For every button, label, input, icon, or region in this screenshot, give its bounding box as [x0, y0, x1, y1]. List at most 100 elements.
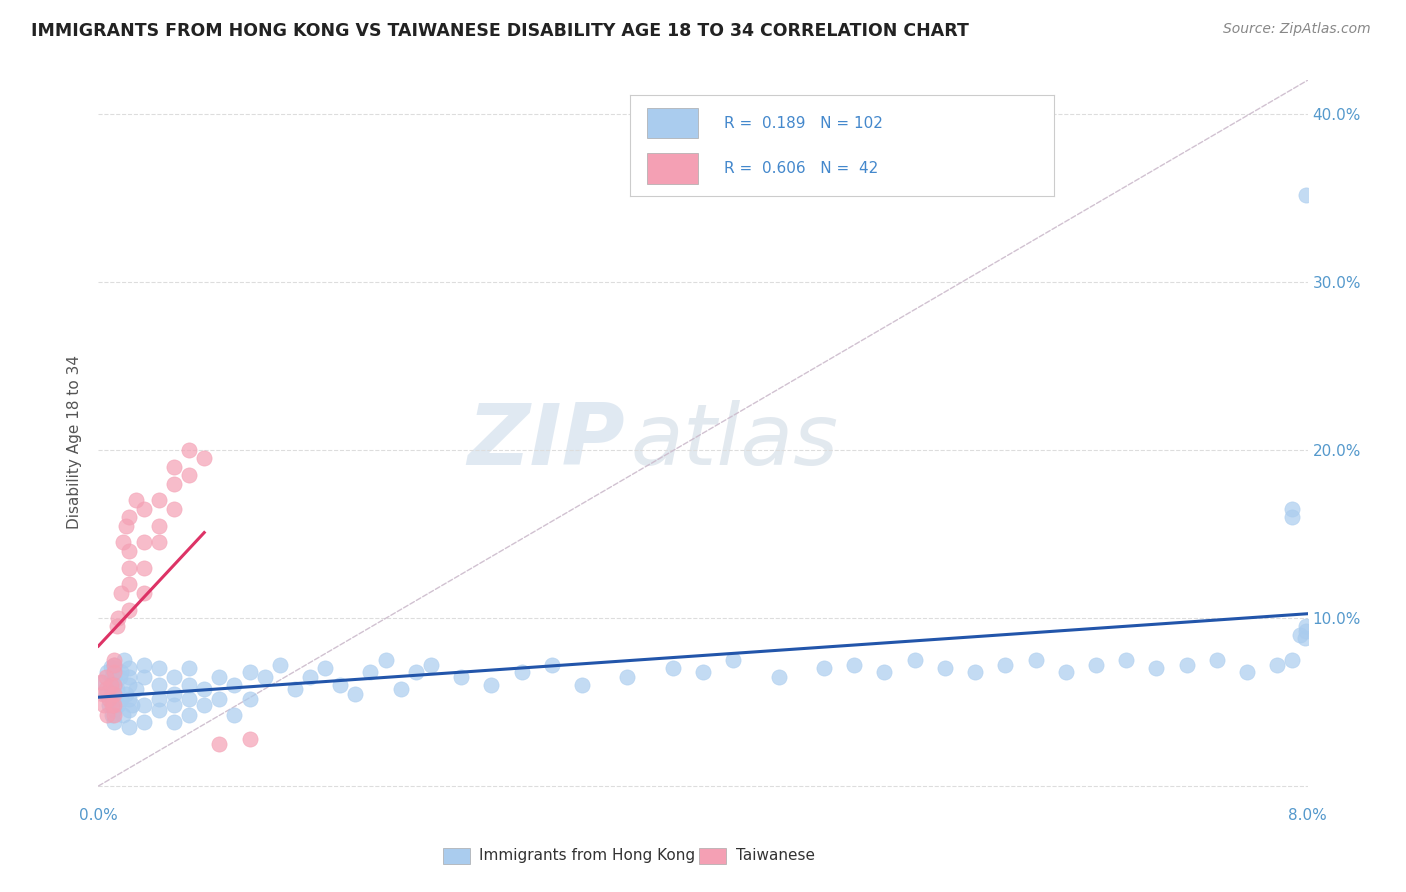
Point [239, 691, 262, 706]
Point [873, 665, 896, 679]
Point [374, 653, 396, 667]
Point [132, 670, 155, 684]
Point [148, 703, 170, 717]
Point [118, 543, 141, 558]
Point [253, 670, 276, 684]
Y-axis label: Disability Age 18 to 34: Disability Age 18 to 34 [67, 354, 83, 529]
Text: ZIP: ZIP [467, 400, 624, 483]
Point [1085, 658, 1108, 673]
Point [103, 687, 125, 701]
Point [1281, 653, 1303, 667]
Point [904, 653, 927, 667]
Point [179, 691, 201, 706]
Point [148, 518, 170, 533]
Point [1054, 665, 1077, 679]
Point [100, 681, 122, 696]
Point [813, 661, 835, 675]
Point [103, 708, 125, 723]
Point [208, 670, 231, 684]
Point [108, 670, 131, 684]
Point [100, 659, 122, 673]
Point [179, 468, 201, 483]
Point [239, 731, 262, 746]
Point [193, 451, 215, 466]
Point [571, 678, 593, 692]
Point [148, 661, 170, 675]
Point [148, 535, 170, 549]
Point [1295, 619, 1317, 633]
Point [360, 665, 382, 679]
Point [132, 560, 155, 574]
Point [103, 678, 125, 692]
Point [132, 715, 155, 730]
Point [103, 661, 125, 675]
Text: Source: ZipAtlas.com: Source: ZipAtlas.com [1223, 22, 1371, 37]
Point [208, 737, 231, 751]
Point [121, 698, 143, 713]
FancyBboxPatch shape [699, 848, 725, 864]
Point [103, 698, 125, 713]
Point [193, 698, 215, 713]
Point [96, 665, 118, 679]
Point [132, 535, 155, 549]
Point [934, 661, 956, 675]
Point [103, 658, 125, 673]
Point [179, 442, 201, 457]
Point [118, 602, 141, 616]
Point [101, 708, 124, 723]
Point [1236, 665, 1258, 679]
Point [661, 661, 683, 675]
Point [110, 586, 132, 600]
Point [224, 708, 246, 723]
Point [148, 493, 170, 508]
Point [103, 687, 125, 701]
Point [540, 658, 562, 673]
Point [103, 715, 125, 730]
Point [114, 687, 136, 701]
Point [179, 678, 201, 692]
Point [105, 619, 128, 633]
Point [118, 703, 141, 717]
Point [163, 715, 186, 730]
Point [91, 687, 114, 701]
Point [1295, 624, 1317, 639]
Point [965, 665, 987, 679]
Point [329, 678, 352, 692]
Text: Immigrants from Hong Kong: Immigrants from Hong Kong [479, 848, 696, 863]
Point [94, 670, 117, 684]
Point [90, 674, 112, 689]
Point [118, 510, 141, 524]
Point [163, 687, 186, 701]
Point [110, 691, 132, 706]
Point [163, 476, 186, 491]
Point [103, 691, 125, 706]
Text: atlas: atlas [630, 400, 838, 483]
Point [111, 708, 134, 723]
Point [110, 665, 132, 679]
Point [118, 577, 141, 591]
Point [107, 611, 129, 625]
Point [1206, 653, 1229, 667]
Point [112, 653, 135, 667]
Point [179, 708, 201, 723]
Point [844, 658, 866, 673]
Point [118, 691, 141, 706]
Point [93, 698, 115, 713]
Point [98, 691, 121, 706]
Point [132, 658, 155, 673]
Point [103, 673, 125, 687]
Point [284, 681, 307, 696]
Point [100, 678, 122, 692]
Point [148, 691, 170, 706]
Point [420, 658, 443, 673]
Point [125, 493, 148, 508]
Point [98, 698, 121, 713]
Point [103, 658, 125, 673]
Point [1146, 661, 1168, 675]
Point [103, 653, 125, 667]
Text: IMMIGRANTS FROM HONG KONG VS TAIWANESE DISABILITY AGE 18 TO 34 CORRELATION CHART: IMMIGRANTS FROM HONG KONG VS TAIWANESE D… [31, 22, 969, 40]
Point [148, 678, 170, 692]
Point [1281, 510, 1303, 524]
Point [163, 459, 186, 474]
Point [111, 535, 134, 549]
